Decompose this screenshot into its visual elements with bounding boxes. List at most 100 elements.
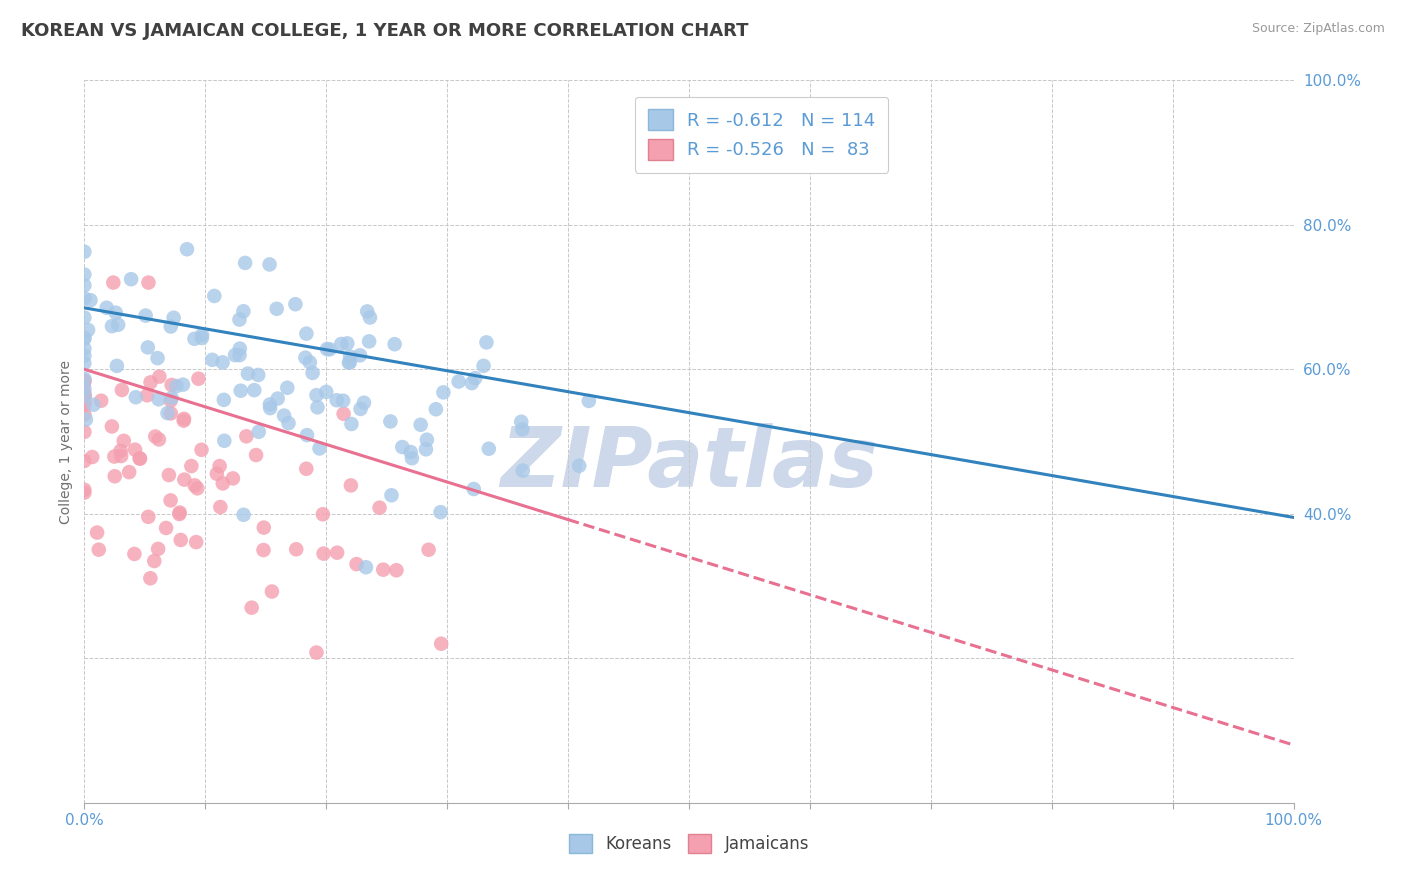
Point (245, 448, 267, 462)
Point (356, 304, 378, 318)
Point (86, 525, 108, 540)
Point (312, 508, 335, 522)
Point (82, 450, 104, 464)
Point (111, 383, 134, 397)
Point (399, 445, 422, 459)
Point (73, 381, 96, 395)
Point (105, 359, 128, 373)
Point (202, 289, 225, 303)
Point (359, 334, 381, 349)
Point (208, 459, 231, 474)
Point (186, 535, 208, 549)
Point (273, 409, 295, 423)
Point (232, 508, 254, 522)
Point (229, 384, 252, 398)
Point (73, 385, 96, 400)
Point (176, 242, 198, 256)
Point (298, 355, 321, 369)
Point (318, 343, 340, 357)
Text: Source: ZipAtlas.com: Source: ZipAtlas.com (1251, 22, 1385, 36)
Point (295, 462, 318, 476)
Point (139, 571, 162, 585)
Point (368, 500, 391, 515)
Point (73, 268, 96, 282)
Point (73, 349, 96, 363)
Point (191, 331, 214, 345)
Point (73, 330, 96, 344)
Point (315, 384, 337, 399)
Point (425, 402, 447, 417)
Point (211, 476, 233, 491)
Point (229, 342, 252, 356)
Point (155, 521, 177, 535)
Point (305, 388, 328, 402)
Point (349, 401, 371, 416)
Point (160, 378, 183, 392)
Point (118, 465, 141, 479)
Point (73, 425, 96, 439)
Point (415, 442, 437, 457)
Point (73, 356, 96, 370)
Point (73, 389, 96, 403)
Point (169, 507, 191, 521)
Point (384, 337, 406, 351)
Point (316, 342, 339, 356)
Point (312, 547, 335, 561)
Point (73, 395, 96, 409)
Point (253, 520, 276, 534)
Point (236, 367, 259, 381)
Point (201, 352, 224, 367)
Point (285, 542, 308, 557)
Point (510, 415, 533, 429)
Point (409, 417, 432, 432)
Point (73, 342, 96, 356)
Point (162, 310, 184, 325)
Point (373, 563, 395, 577)
Point (353, 396, 375, 410)
Point (429, 505, 451, 519)
Point (87, 542, 110, 557)
Point (277, 416, 299, 430)
Point (139, 376, 162, 390)
Point (159, 393, 181, 408)
Point (135, 309, 157, 323)
Point (73, 408, 96, 422)
Point (252, 543, 274, 558)
Point (232, 304, 254, 318)
Point (101, 319, 124, 334)
Point (401, 451, 423, 466)
Point (209, 500, 232, 514)
Point (136, 388, 159, 402)
Point (276, 381, 298, 395)
Point (222, 471, 245, 485)
Point (73, 389, 96, 403)
Point (354, 560, 377, 574)
Y-axis label: College, 1 year or more: College, 1 year or more (59, 359, 73, 524)
Point (73, 454, 96, 468)
Point (385, 563, 408, 577)
Point (101, 419, 124, 434)
Point (129, 451, 152, 466)
Point (159, 406, 181, 420)
Point (73, 483, 96, 497)
Point (82, 398, 104, 412)
Point (173, 473, 195, 487)
Point (308, 442, 330, 456)
Point (73, 374, 96, 388)
Point (90, 393, 112, 408)
Point (416, 433, 439, 447)
Point (125, 390, 148, 404)
Point (73, 372, 96, 386)
Point (73, 485, 96, 500)
Point (266, 392, 288, 406)
Point (73, 389, 96, 403)
Point (224, 348, 246, 362)
Point (124, 547, 146, 561)
Point (172, 377, 194, 392)
Point (103, 450, 125, 464)
Point (146, 541, 169, 556)
Point (472, 359, 495, 373)
Point (73, 310, 96, 325)
Point (326, 393, 349, 408)
Point (169, 506, 191, 520)
